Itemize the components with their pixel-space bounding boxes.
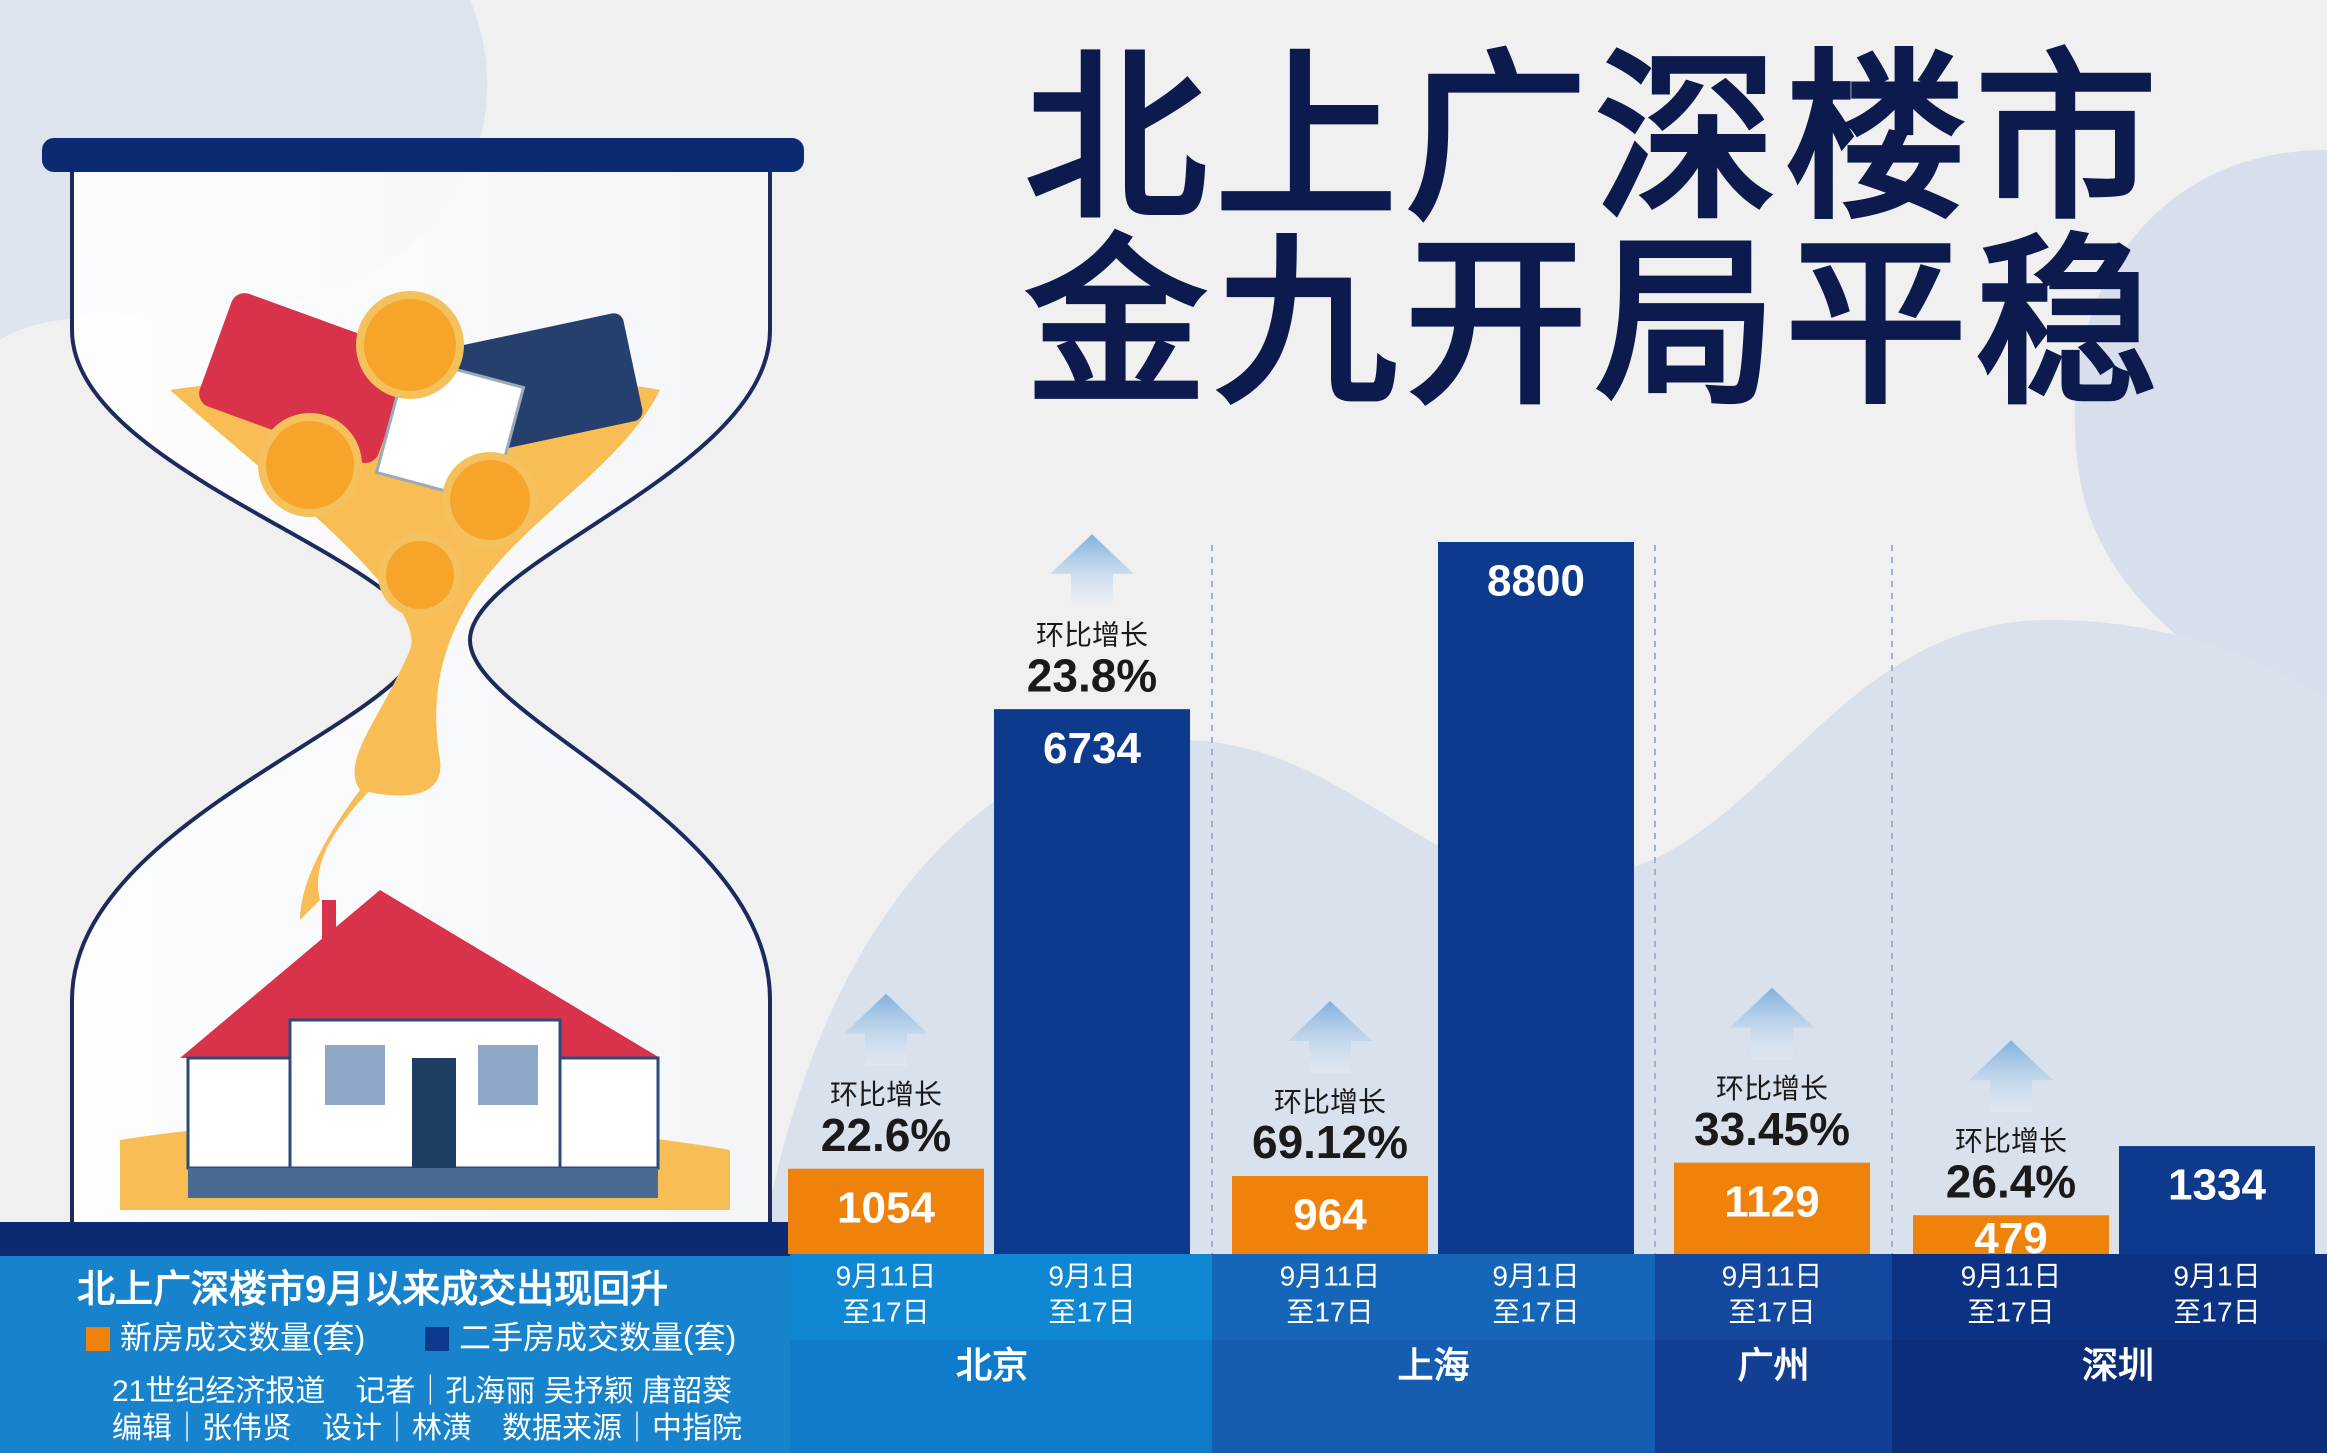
- growth-caption: 环比增长: [1036, 620, 1148, 651]
- coin: [356, 291, 464, 399]
- growth-label: 69.12%: [1252, 1116, 1408, 1168]
- subtitle: 北上广深楼市9月以来成交出现回升: [77, 1268, 668, 1311]
- period-label: 9月11日: [836, 1260, 937, 1291]
- value-label: 8800: [1487, 557, 1585, 606]
- period-band: [1892, 1254, 2327, 1340]
- value-label: 964: [1293, 1191, 1367, 1240]
- value-label: 1334: [2168, 1161, 2266, 1210]
- city-label: 北京: [956, 1345, 1028, 1386]
- bar: [1913, 1215, 2109, 1254]
- coin: [258, 413, 362, 517]
- legend-swatch: [86, 1327, 110, 1351]
- value-label: 479: [1974, 1214, 2047, 1263]
- city-band: [1892, 1340, 2327, 1453]
- city-label: 上海: [1397, 1345, 1469, 1386]
- hourglass-base: [0, 1222, 790, 1256]
- period-label: 至17日: [1286, 1296, 1373, 1327]
- title-line: 金九开局平稳: [1024, 226, 2165, 427]
- value-label: 1054: [837, 1183, 935, 1232]
- growth-caption: 环比增长: [1716, 1073, 1828, 1104]
- roof: [180, 890, 660, 1058]
- period-label: 至17日: [2173, 1296, 2260, 1327]
- growth-label: 22.6%: [821, 1109, 951, 1161]
- legend-label: 二手房成交数量(套): [459, 1319, 736, 1355]
- period-label: 9月1日: [2173, 1260, 2260, 1291]
- growth-caption: 环比增长: [830, 1079, 942, 1110]
- value-label: 6734: [1043, 724, 1141, 773]
- info-panel: [0, 1256, 790, 1453]
- growth-label: 23.8%: [1027, 649, 1157, 701]
- window: [325, 1045, 385, 1105]
- house-base: [188, 1168, 658, 1198]
- sand-stream: [300, 780, 380, 920]
- growth-label: 33.45%: [1694, 1103, 1850, 1155]
- growth-arrow: [1969, 1040, 2053, 1113]
- period-label: 至17日: [1728, 1296, 1815, 1327]
- title-line: 北上广深楼市: [1025, 41, 2165, 242]
- period-label: 9月1日: [1048, 1260, 1135, 1291]
- growth-arrow: [1730, 987, 1814, 1060]
- glass-outline: [467, 172, 772, 1222]
- period-label: 9月11日: [1961, 1260, 2062, 1291]
- bg-blob: [2074, 150, 2327, 720]
- hourglass-illustration: [0, 138, 804, 1256]
- growth-caption: 环比增长: [1955, 1126, 2067, 1157]
- city-label: 深圳: [2082, 1345, 2154, 1386]
- window: [478, 1045, 538, 1105]
- period-band: [790, 1254, 1212, 1340]
- growth-label: 26.4%: [1946, 1155, 2076, 1207]
- growth-arrow: [1288, 1001, 1372, 1074]
- period-label: 9月1日: [1492, 1260, 1579, 1291]
- period-label: 至17日: [1492, 1296, 1579, 1327]
- bar: [1438, 542, 1634, 1254]
- coin: [442, 452, 538, 548]
- growth-arrow: [1050, 534, 1134, 607]
- city-band: [1212, 1340, 1655, 1453]
- chimney: [322, 900, 336, 960]
- bar: [994, 709, 1190, 1254]
- period-label: 9月11日: [1280, 1260, 1381, 1291]
- value-label: 1129: [1724, 1177, 1819, 1226]
- credit: 编辑｜张伟贤 设计｜林潢 数据来源｜中指院: [112, 1412, 742, 1445]
- hourglass-cap: [42, 138, 804, 172]
- bar: [2119, 1146, 2315, 1254]
- period-label: 9月11日: [1722, 1260, 1823, 1291]
- city-band: [1655, 1340, 1892, 1453]
- legend-label: 新房成交数量(套): [120, 1319, 365, 1355]
- growth-arrow: [844, 993, 928, 1066]
- city-label: 广州: [1737, 1345, 1809, 1386]
- bar: [1674, 1162, 1870, 1254]
- bar: [788, 1168, 984, 1254]
- bar: [1232, 1176, 1428, 1254]
- period-label: 至17日: [1967, 1296, 2054, 1327]
- legend: 新房成交数量(套) 二手房成交数量(套): [86, 1319, 736, 1355]
- legend-swatch: [425, 1327, 449, 1351]
- period-band: [1212, 1254, 1655, 1340]
- period-label: 至17日: [1048, 1296, 1135, 1327]
- period-label: 至17日: [842, 1296, 929, 1327]
- door: [412, 1058, 456, 1168]
- period-band: [1655, 1254, 1892, 1340]
- coin: [378, 533, 462, 617]
- credit: 21世纪经济报道 记者｜孔海丽 吴抒颖 唐韶葵: [112, 1375, 732, 1408]
- city-band: [790, 1340, 1212, 1453]
- growth-caption: 环比增长: [1274, 1086, 1386, 1117]
